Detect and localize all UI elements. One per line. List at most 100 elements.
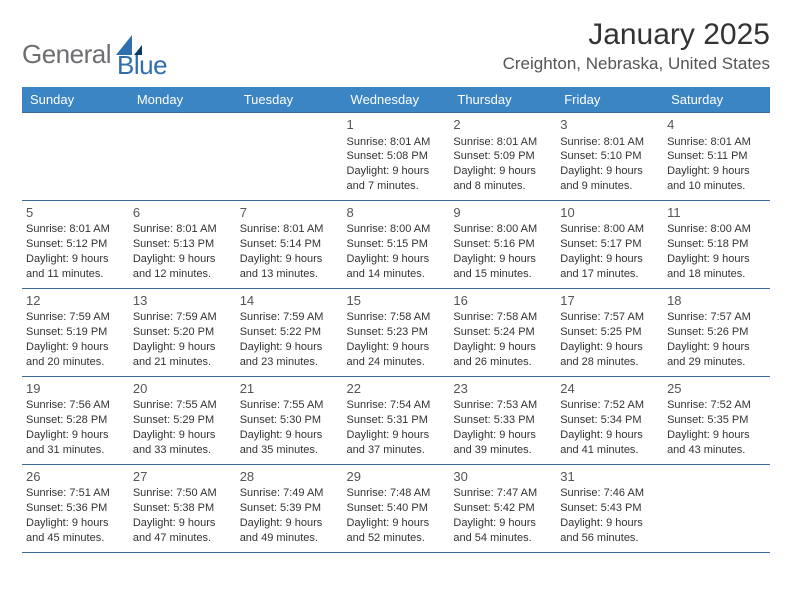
daylight-text: Daylight: 9 hours and 56 minutes.	[560, 516, 657, 546]
calendar-header-row: Sunday Monday Tuesday Wednesday Thursday…	[22, 87, 770, 113]
sunset-text: Sunset: 5:10 PM	[560, 149, 657, 164]
calendar-cell: 21Sunrise: 7:55 AMSunset: 5:30 PMDayligh…	[236, 376, 343, 464]
day-number: 24	[560, 380, 657, 398]
calendar-cell: 17Sunrise: 7:57 AMSunset: 5:25 PMDayligh…	[556, 288, 663, 376]
calendar-cell: 30Sunrise: 7:47 AMSunset: 5:42 PMDayligh…	[449, 464, 556, 552]
calendar-cell: 18Sunrise: 7:57 AMSunset: 5:26 PMDayligh…	[663, 288, 770, 376]
weekday-header: Saturday	[663, 87, 770, 113]
calendar-cell: 8Sunrise: 8:00 AMSunset: 5:15 PMDaylight…	[343, 200, 450, 288]
sunrise-text: Sunrise: 8:01 AM	[240, 222, 337, 237]
sunset-text: Sunset: 5:17 PM	[560, 237, 657, 252]
day-number: 9	[453, 204, 550, 222]
calendar-cell: 11Sunrise: 8:00 AMSunset: 5:18 PMDayligh…	[663, 200, 770, 288]
sunrise-text: Sunrise: 7:58 AM	[347, 310, 444, 325]
day-number: 12	[26, 292, 123, 310]
daylight-text: Daylight: 9 hours and 20 minutes.	[26, 340, 123, 370]
sunset-text: Sunset: 5:30 PM	[240, 413, 337, 428]
sunrise-text: Sunrise: 7:57 AM	[560, 310, 657, 325]
sunset-text: Sunset: 5:09 PM	[453, 149, 550, 164]
sunrise-text: Sunrise: 8:00 AM	[667, 222, 764, 237]
sunrise-text: Sunrise: 7:55 AM	[133, 398, 230, 413]
daylight-text: Daylight: 9 hours and 7 minutes.	[347, 164, 444, 194]
calendar-cell: 22Sunrise: 7:54 AMSunset: 5:31 PMDayligh…	[343, 376, 450, 464]
calendar-cell: 4Sunrise: 8:01 AMSunset: 5:11 PMDaylight…	[663, 113, 770, 201]
sunset-text: Sunset: 5:35 PM	[667, 413, 764, 428]
day-number: 17	[560, 292, 657, 310]
sunset-text: Sunset: 5:11 PM	[667, 149, 764, 164]
daylight-text: Daylight: 9 hours and 15 minutes.	[453, 252, 550, 282]
calendar-cell: 25Sunrise: 7:52 AMSunset: 5:35 PMDayligh…	[663, 376, 770, 464]
calendar-row: 1Sunrise: 8:01 AMSunset: 5:08 PMDaylight…	[22, 113, 770, 201]
daylight-text: Daylight: 9 hours and 26 minutes.	[453, 340, 550, 370]
calendar-cell: 26Sunrise: 7:51 AMSunset: 5:36 PMDayligh…	[22, 464, 129, 552]
daylight-text: Daylight: 9 hours and 8 minutes.	[453, 164, 550, 194]
sunset-text: Sunset: 5:26 PM	[667, 325, 764, 340]
calendar-row: 26Sunrise: 7:51 AMSunset: 5:36 PMDayligh…	[22, 464, 770, 552]
brand-text-blue: Blue	[117, 28, 167, 81]
daylight-text: Daylight: 9 hours and 43 minutes.	[667, 428, 764, 458]
sunrise-text: Sunrise: 7:53 AM	[453, 398, 550, 413]
day-number: 18	[667, 292, 764, 310]
weekday-header: Thursday	[449, 87, 556, 113]
sunrise-text: Sunrise: 7:49 AM	[240, 486, 337, 501]
calendar-cell: 31Sunrise: 7:46 AMSunset: 5:43 PMDayligh…	[556, 464, 663, 552]
calendar-row: 5Sunrise: 8:01 AMSunset: 5:12 PMDaylight…	[22, 200, 770, 288]
sunset-text: Sunset: 5:20 PM	[133, 325, 230, 340]
calendar-cell: 6Sunrise: 8:01 AMSunset: 5:13 PMDaylight…	[129, 200, 236, 288]
sunset-text: Sunset: 5:42 PM	[453, 501, 550, 516]
sunset-text: Sunset: 5:43 PM	[560, 501, 657, 516]
calendar-cell: 2Sunrise: 8:01 AMSunset: 5:09 PMDaylight…	[449, 113, 556, 201]
day-number: 3	[560, 116, 657, 134]
calendar-cell: 7Sunrise: 8:01 AMSunset: 5:14 PMDaylight…	[236, 200, 343, 288]
sunrise-text: Sunrise: 8:00 AM	[560, 222, 657, 237]
daylight-text: Daylight: 9 hours and 23 minutes.	[240, 340, 337, 370]
sunset-text: Sunset: 5:22 PM	[240, 325, 337, 340]
calendar-cell: 1Sunrise: 8:01 AMSunset: 5:08 PMDaylight…	[343, 113, 450, 201]
calendar-row: 19Sunrise: 7:56 AMSunset: 5:28 PMDayligh…	[22, 376, 770, 464]
daylight-text: Daylight: 9 hours and 9 minutes.	[560, 164, 657, 194]
daylight-text: Daylight: 9 hours and 45 minutes.	[26, 516, 123, 546]
brand-text-general: General	[22, 39, 111, 70]
day-number: 21	[240, 380, 337, 398]
day-number: 28	[240, 468, 337, 486]
sunrise-text: Sunrise: 8:00 AM	[453, 222, 550, 237]
weekday-header: Sunday	[22, 87, 129, 113]
sunset-text: Sunset: 5:14 PM	[240, 237, 337, 252]
daylight-text: Daylight: 9 hours and 29 minutes.	[667, 340, 764, 370]
day-number: 14	[240, 292, 337, 310]
day-number: 15	[347, 292, 444, 310]
calendar-cell: 29Sunrise: 7:48 AMSunset: 5:40 PMDayligh…	[343, 464, 450, 552]
location-subtitle: Creighton, Nebraska, United States	[503, 54, 770, 74]
sunset-text: Sunset: 5:28 PM	[26, 413, 123, 428]
sunset-text: Sunset: 5:29 PM	[133, 413, 230, 428]
sunset-text: Sunset: 5:24 PM	[453, 325, 550, 340]
sunrise-text: Sunrise: 7:59 AM	[133, 310, 230, 325]
sunrise-text: Sunrise: 8:00 AM	[347, 222, 444, 237]
daylight-text: Daylight: 9 hours and 47 minutes.	[133, 516, 230, 546]
daylight-text: Daylight: 9 hours and 21 minutes.	[133, 340, 230, 370]
calendar-cell	[236, 113, 343, 201]
calendar-cell: 23Sunrise: 7:53 AMSunset: 5:33 PMDayligh…	[449, 376, 556, 464]
calendar-cell: 20Sunrise: 7:55 AMSunset: 5:29 PMDayligh…	[129, 376, 236, 464]
day-number: 25	[667, 380, 764, 398]
daylight-text: Daylight: 9 hours and 10 minutes.	[667, 164, 764, 194]
sunrise-text: Sunrise: 8:01 AM	[667, 135, 764, 150]
day-number: 19	[26, 380, 123, 398]
month-title: January 2025	[503, 18, 770, 52]
day-number: 22	[347, 380, 444, 398]
sunset-text: Sunset: 5:34 PM	[560, 413, 657, 428]
calendar-cell	[129, 113, 236, 201]
day-number: 2	[453, 116, 550, 134]
sunrise-text: Sunrise: 8:01 AM	[560, 135, 657, 150]
calendar-cell: 27Sunrise: 7:50 AMSunset: 5:38 PMDayligh…	[129, 464, 236, 552]
title-block: January 2025 Creighton, Nebraska, United…	[503, 18, 770, 74]
sunset-text: Sunset: 5:33 PM	[453, 413, 550, 428]
day-number: 29	[347, 468, 444, 486]
daylight-text: Daylight: 9 hours and 18 minutes.	[667, 252, 764, 282]
sunrise-text: Sunrise: 7:57 AM	[667, 310, 764, 325]
calendar-cell: 3Sunrise: 8:01 AMSunset: 5:10 PMDaylight…	[556, 113, 663, 201]
daylight-text: Daylight: 9 hours and 35 minutes.	[240, 428, 337, 458]
sunset-text: Sunset: 5:39 PM	[240, 501, 337, 516]
calendar-cell: 5Sunrise: 8:01 AMSunset: 5:12 PMDaylight…	[22, 200, 129, 288]
calendar-cell: 9Sunrise: 8:00 AMSunset: 5:16 PMDaylight…	[449, 200, 556, 288]
